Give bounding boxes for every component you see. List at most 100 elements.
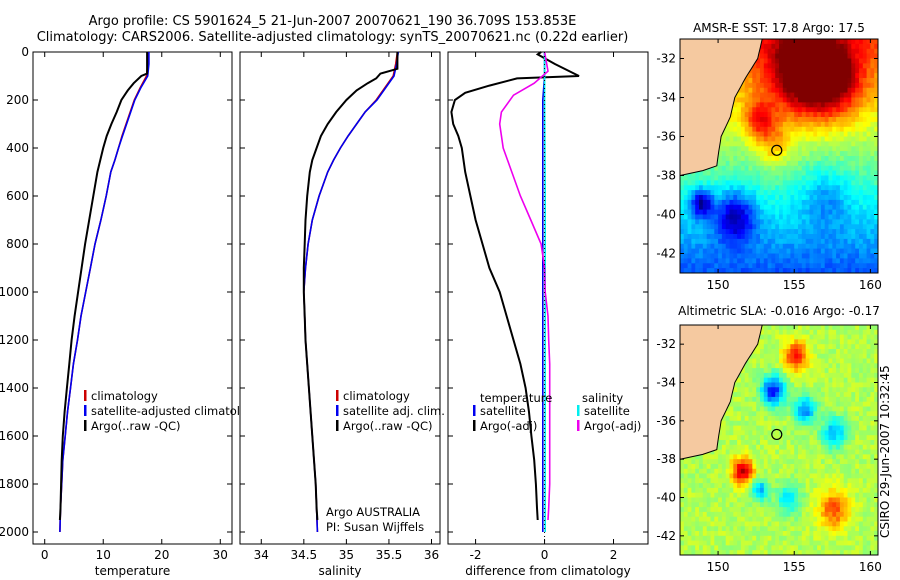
- map-cell: [839, 459, 845, 465]
- map-cell: [763, 526, 769, 532]
- map-cell: [843, 136, 849, 142]
- map-cell: [862, 63, 868, 69]
- map-cell: [866, 253, 871, 259]
- map-cell: [760, 420, 765, 427]
- map-cell: [744, 107, 750, 113]
- map-cell: [752, 454, 757, 460]
- map-cell: [767, 368, 772, 374]
- map-cell: [824, 349, 830, 355]
- map-cell: [839, 229, 845, 235]
- map-cell: [839, 392, 845, 398]
- map-cell: [790, 339, 795, 345]
- map-cell: [714, 180, 719, 186]
- map-cell: [805, 224, 811, 230]
- map-cell: [847, 224, 852, 230]
- map-cell: [733, 112, 738, 118]
- map-cell: [794, 263, 799, 269]
- map-cell: [817, 258, 822, 264]
- map-cell: [824, 82, 830, 89]
- map-cell: [733, 180, 738, 186]
- map-cell: [775, 353, 780, 360]
- map-cell: [695, 483, 700, 489]
- map-cell: [847, 165, 852, 172]
- map-cell: [782, 420, 788, 427]
- map-cell: [710, 165, 715, 172]
- map-cell: [760, 185, 765, 191]
- map-cell: [702, 268, 708, 273]
- map-cell: [847, 363, 852, 369]
- map-cell: [862, 258, 868, 264]
- map-cell: [866, 214, 871, 220]
- map-cell: [786, 63, 791, 69]
- map-cell: [843, 224, 849, 230]
- map-cell: [775, 248, 780, 255]
- map-cell: [828, 112, 833, 118]
- map-cell: [801, 363, 807, 369]
- map-cell: [798, 478, 803, 484]
- map-cell: [763, 483, 769, 489]
- map-cell: [855, 531, 860, 537]
- y-tick-label: 1600: [0, 429, 29, 443]
- map-cell: [862, 344, 868, 350]
- map-cell: [767, 234, 772, 240]
- map-cell: [805, 78, 811, 84]
- map-cell: [817, 180, 822, 186]
- map-cell: [832, 492, 837, 499]
- map-cell: [710, 234, 715, 240]
- map-cell: [870, 82, 875, 89]
- map-cell: [798, 483, 803, 489]
- map-cell: [779, 48, 784, 55]
- map-cell: [737, 507, 742, 513]
- map-cell: [851, 516, 856, 523]
- map-cell: [744, 401, 750, 408]
- map-cell: [771, 392, 776, 398]
- map-cell: [801, 487, 807, 494]
- map-cell: [779, 497, 784, 503]
- map-cell: [855, 204, 860, 211]
- map-cell: [843, 387, 849, 393]
- map-cell: [760, 121, 765, 128]
- map-cell: [874, 531, 878, 537]
- map-cell: [771, 464, 776, 470]
- map-cell: [763, 68, 769, 74]
- y-tick-label: -40: [656, 208, 676, 222]
- map-cell: [870, 229, 875, 235]
- map-cell: [706, 497, 712, 503]
- map-cell: [725, 175, 731, 181]
- map-cell: [805, 396, 811, 403]
- map-cell: [782, 368, 788, 374]
- map-cell: [756, 435, 761, 441]
- map-cell: [729, 420, 734, 427]
- map-cell: [752, 141, 757, 147]
- map-cell: [855, 425, 860, 431]
- map-cell: [748, 175, 753, 181]
- map-cell: [805, 420, 811, 427]
- map-cell: [790, 526, 795, 532]
- map-cell: [801, 401, 807, 408]
- map-cell: [820, 126, 826, 133]
- map-cell: [763, 449, 769, 455]
- map-cell: [843, 416, 849, 422]
- map-cell: [874, 180, 878, 186]
- map-cell: [794, 368, 799, 374]
- map-cell: [733, 190, 738, 196]
- map-cell: [828, 372, 833, 379]
- map-cell: [820, 444, 826, 451]
- map-cell: [813, 444, 818, 451]
- map-cell: [683, 268, 689, 273]
- map-cell: [725, 160, 731, 167]
- map-cell: [866, 440, 871, 446]
- map-cell: [828, 368, 833, 374]
- map-cell: [729, 263, 734, 269]
- map-cell: [801, 406, 807, 412]
- map-cell: [782, 363, 788, 369]
- map-cell: [729, 416, 734, 422]
- map-cell: [862, 219, 868, 225]
- map-cell: [859, 58, 864, 64]
- map-cell: [870, 406, 875, 412]
- map-cell: [790, 487, 795, 494]
- map-cell: [836, 464, 841, 470]
- map-cell: [691, 478, 696, 484]
- map-cell: [801, 53, 807, 60]
- map-cell: [779, 526, 784, 532]
